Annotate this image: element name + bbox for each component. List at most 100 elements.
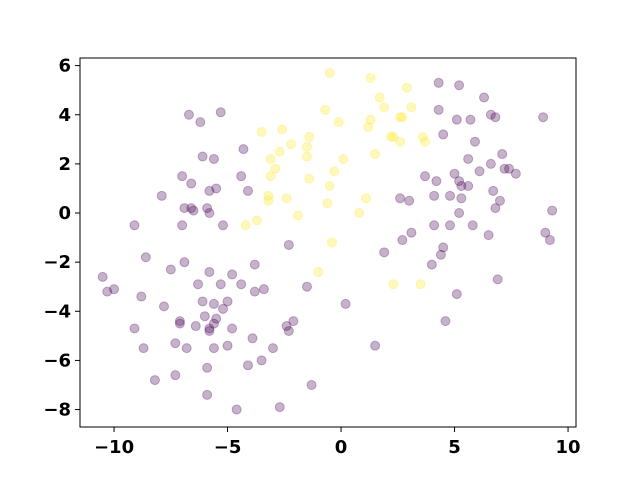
scatter-point: [204, 325, 215, 336]
scatter-point: [397, 235, 408, 246]
scatter-point: [179, 203, 190, 214]
scatter-point: [451, 114, 462, 125]
scatter-point: [136, 291, 147, 302]
scatter-point: [497, 149, 508, 160]
scatter-point: [193, 279, 204, 290]
scatter-point: [415, 279, 426, 290]
scatter-point: [456, 193, 467, 204]
scatter-point: [313, 266, 324, 277]
scatter-point: [370, 149, 381, 160]
x-tick-label: −10: [94, 437, 134, 458]
scatter-point: [385, 131, 396, 142]
scatter-point: [488, 185, 499, 196]
scatter-point: [467, 220, 478, 231]
scatter-point: [388, 279, 399, 290]
scatter-point: [240, 220, 251, 231]
y-tick-label: 2: [58, 154, 71, 175]
y-tick-label: 0: [58, 203, 71, 224]
scatter-point: [208, 153, 219, 164]
scatter-point: [438, 129, 449, 140]
scatter-point: [242, 360, 253, 371]
scatter-point: [445, 220, 456, 231]
scatter-point: [256, 355, 267, 366]
scatter-point: [218, 220, 229, 231]
scatter-point: [451, 289, 462, 300]
scatter-point: [231, 404, 242, 415]
scatter-point: [156, 190, 167, 201]
scatter-point: [149, 375, 160, 386]
scatter-point: [292, 210, 303, 221]
scatter-point: [165, 264, 176, 275]
scatter-point: [338, 153, 349, 164]
scatter-point: [281, 321, 292, 332]
scatter-point: [365, 114, 376, 125]
scatter-point: [227, 323, 238, 334]
scatter-point: [420, 136, 431, 147]
scatter-point: [456, 180, 467, 191]
scatter-point: [324, 67, 335, 78]
scatter-point: [208, 343, 219, 354]
scatter-point: [183, 109, 194, 120]
scatter-point: [406, 102, 417, 113]
scatter-point: [202, 389, 213, 400]
scatter-point: [238, 144, 249, 155]
scatter-point: [469, 136, 480, 147]
scatter-point: [274, 402, 285, 413]
scatter-point: [379, 102, 390, 113]
scatter-point: [215, 107, 226, 118]
scatter-point: [388, 131, 399, 142]
scatter-point: [494, 195, 505, 206]
scatter-point: [211, 183, 222, 194]
scatter-point: [249, 286, 260, 297]
scatter-point: [395, 136, 406, 147]
scatter-point: [190, 321, 201, 332]
scatter-point: [170, 338, 181, 349]
scatter-point: [218, 303, 229, 314]
scatter-point: [340, 298, 351, 309]
scatter-point: [479, 92, 490, 103]
scatter-point: [247, 333, 258, 344]
scatter-point: [177, 171, 188, 182]
scatter-point: [510, 168, 521, 179]
scatter-point: [401, 82, 412, 93]
scatter-point: [97, 271, 108, 282]
scatter-point: [374, 92, 385, 103]
scatter-point: [320, 104, 331, 115]
y-tick-label: −8: [43, 400, 71, 421]
scatter-point: [540, 227, 551, 238]
scatter-point: [454, 80, 465, 91]
scatter-point: [302, 281, 313, 292]
scatter-point: [406, 227, 417, 238]
scatter-point: [395, 112, 406, 123]
scatter-point: [129, 220, 140, 231]
scatter-point: [474, 166, 485, 177]
scatter-point: [129, 323, 140, 334]
scatter-point: [204, 208, 215, 219]
scatter-point: [138, 343, 149, 354]
scatter-point: [188, 205, 199, 216]
y-tick-label: 6: [58, 56, 71, 77]
scatter-point: [429, 190, 440, 201]
scatter-point: [199, 311, 210, 322]
scatter-point: [270, 163, 281, 174]
scatter-point: [109, 284, 120, 295]
y-tick-label: −2: [43, 252, 71, 273]
scatter-point: [324, 180, 335, 191]
scatter-point: [463, 180, 474, 191]
scatter-point: [361, 193, 372, 204]
scatter-point: [454, 176, 465, 187]
scatter-point: [179, 257, 190, 268]
scatter-point: [204, 266, 215, 277]
scatter-point: [326, 237, 337, 248]
scatter-point: [283, 325, 294, 336]
scatter-point: [404, 195, 415, 206]
scatter-point: [215, 279, 226, 290]
scatter-point: [197, 296, 208, 307]
scatter-point: [242, 185, 253, 196]
scatter-point: [365, 72, 376, 83]
scatter-point: [236, 279, 247, 290]
scatter-point: [174, 316, 185, 327]
scatter-point: [204, 323, 215, 334]
